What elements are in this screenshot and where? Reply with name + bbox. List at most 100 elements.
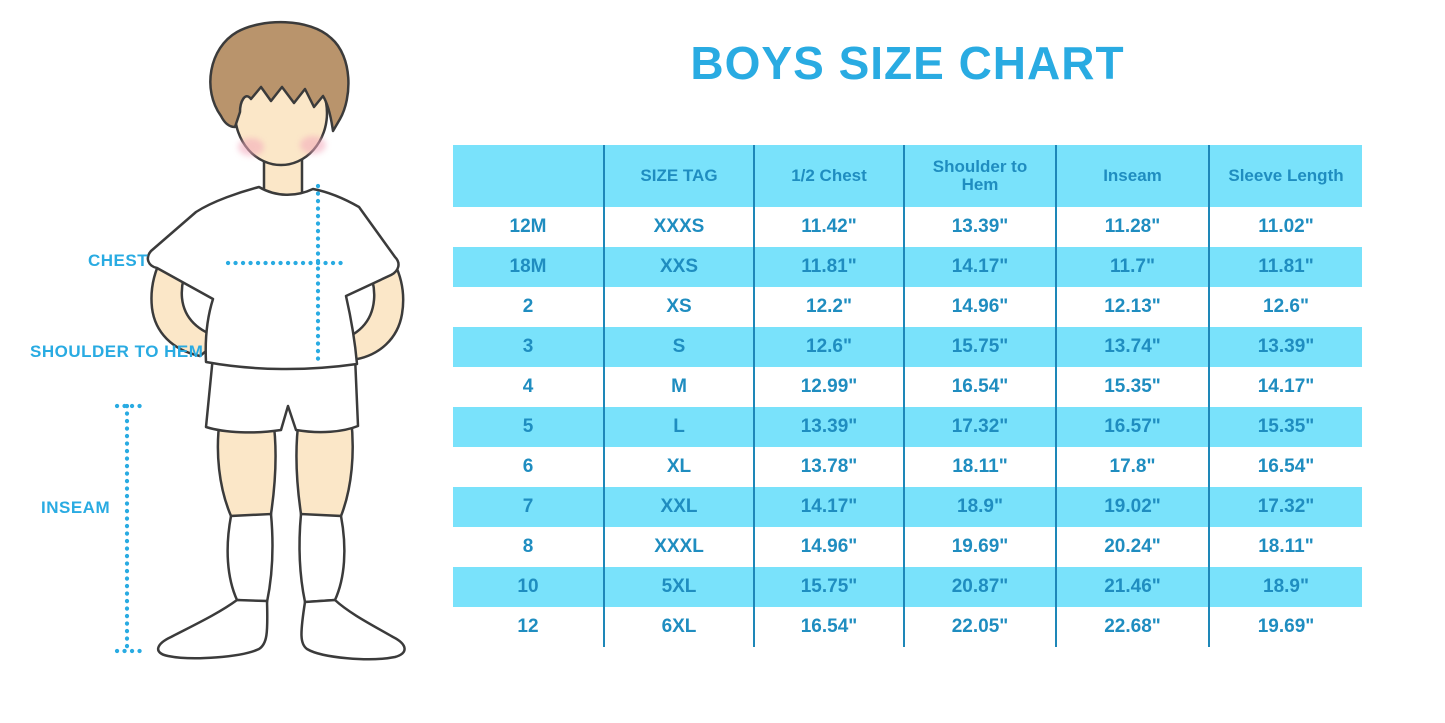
table-cell: XXXL	[603, 527, 753, 567]
table-cell: 12.99"	[753, 367, 903, 407]
table-cell: 15.35"	[1208, 407, 1362, 447]
table-cell: 11.7"	[1055, 247, 1208, 287]
table-cell: 12	[517, 616, 539, 638]
table-cell: 20.24"	[1055, 527, 1208, 567]
header-cell-half-chest: 1/2 Chest	[753, 145, 903, 207]
table-cell: 11.81"	[753, 247, 903, 287]
table-cell: 14.96"	[753, 527, 903, 567]
table-row: 7 XXL 14.17" 18.9" 19.02" 17.32"	[453, 487, 1362, 527]
right-leg	[295, 416, 354, 522]
table-cell: 18.11"	[1208, 527, 1362, 567]
shirt	[146, 185, 400, 371]
page-title: BOYS SIZE CHART	[690, 37, 1125, 89]
header-cell-size-tag: SIZE TAG	[603, 145, 753, 207]
table-cell: XS	[603, 287, 753, 327]
table-cell: 5XL	[603, 567, 753, 607]
table-row: 6 XL 13.78" 18.11" 17.8" 16.54"	[453, 447, 1362, 487]
table-cell: 14.17"	[753, 487, 903, 527]
table-cell: 20.87"	[903, 567, 1055, 607]
table-cell: 16.54"	[903, 367, 1055, 407]
table-cell: 12M	[509, 216, 547, 238]
inseam-label: INSEAM	[41, 498, 111, 517]
table-cell: 13.74"	[1055, 327, 1208, 367]
table-cell: 19.69"	[903, 527, 1055, 567]
table-cell: 19.69"	[1208, 607, 1362, 647]
table-cell: 17.8"	[1055, 447, 1208, 487]
table-cell: 22.68"	[1055, 607, 1208, 647]
table-cell: 12.6"	[1208, 287, 1362, 327]
right-cheek	[300, 136, 326, 154]
table-cell: L	[603, 407, 753, 447]
table-cell: 16.57"	[1055, 407, 1208, 447]
table-cell: 14.17"	[903, 247, 1055, 287]
boy-figure-svg	[114, 20, 406, 661]
table-cell: 11.02"	[1208, 207, 1362, 247]
size-table: SIZE TAG 1/2 Chest Shoulder to Hem Insea…	[453, 145, 1362, 647]
table-cell: 4	[522, 376, 534, 398]
table-cell: XXL	[603, 487, 753, 527]
table-cell: 14.17"	[1208, 367, 1362, 407]
table-cell: 22.05"	[903, 607, 1055, 647]
table-row: 5 L 13.39" 17.32" 16.57" 15.35"	[453, 407, 1362, 447]
table-cell: 10	[517, 576, 539, 598]
table-cell: 11.28"	[1055, 207, 1208, 247]
table-cell: 21.46"	[1055, 567, 1208, 607]
table-cell: 18.11"	[903, 447, 1055, 487]
size-table-body: 12M XXXS 11.42" 13.39" 11.28" 11.02" 18M XXS 11.…	[453, 207, 1362, 647]
table-cell: 11.42"	[753, 207, 903, 247]
shorts	[204, 354, 360, 434]
table-cell: M	[603, 367, 753, 407]
table-cell: 13.39"	[903, 207, 1055, 247]
table-row: 12M XXXS 11.42" 13.39" 11.28" 11.02"	[453, 207, 1362, 247]
hair	[209, 20, 350, 133]
table-cell: 18.9"	[1208, 567, 1362, 607]
table-cell: 13.39"	[1208, 327, 1362, 367]
left-foot	[157, 598, 269, 660]
table-cell: 14.96"	[903, 287, 1055, 327]
table-cell: XL	[603, 447, 753, 487]
table-cell: 19.02"	[1055, 487, 1208, 527]
table-cell: 16.54"	[753, 607, 903, 647]
table-header-row: SIZE TAG 1/2 Chest Shoulder to Hem Insea…	[453, 145, 1362, 207]
table-cell: XXXS	[603, 207, 753, 247]
header-cell-shoulder-to-hem: Shoulder to Hem	[903, 145, 1055, 207]
table-cell: 13.39"	[753, 407, 903, 447]
table-cell: 12.13"	[1055, 287, 1208, 327]
table-row: 10 5XL 15.75" 20.87" 21.46" 18.9"	[453, 567, 1362, 607]
table-cell: 6XL	[603, 607, 753, 647]
table-cell: 7	[522, 496, 534, 518]
table-cell: 8	[522, 536, 534, 558]
table-cell: 2	[522, 296, 534, 318]
table-row: 3 S 12.6" 15.75" 13.74" 13.39"	[453, 327, 1362, 367]
header-cell-blank	[453, 145, 603, 207]
table-cell: 15.35"	[1055, 367, 1208, 407]
table-cell: 5	[522, 416, 534, 438]
right-sock	[298, 512, 346, 604]
chest-label: CHEST	[88, 251, 149, 270]
table-row: 12 6XL 16.54" 22.05" 22.68" 19.69"	[453, 607, 1362, 647]
table-cell: 12.6"	[753, 327, 903, 367]
table-cell: 17.32"	[903, 407, 1055, 447]
table-row: 18M XXS 11.81" 14.17" 11.7" 11.81"	[453, 247, 1362, 287]
table-cell: 6	[522, 456, 534, 478]
left-cheek	[238, 138, 264, 156]
right-foot	[300, 598, 406, 661]
header-cell-sleeve-length: Sleeve Length	[1208, 145, 1362, 207]
table-cell: S	[603, 327, 753, 367]
table-cell: 3	[522, 336, 534, 358]
table-row: 8 XXXL 14.96" 19.69" 20.24" 18.11"	[453, 527, 1362, 567]
table-cell: 17.32"	[1208, 487, 1362, 527]
boy-illustration: CHEST SHOULDER TO HEM INSEAM	[0, 0, 450, 723]
table-cell: XXS	[603, 247, 753, 287]
table-cell: 15.75"	[753, 567, 903, 607]
table-cell: 11.81"	[1208, 247, 1362, 287]
table-cell: 15.75"	[903, 327, 1055, 367]
shoulder-to-hem-label: SHOULDER TO HEM	[30, 342, 204, 361]
table-cell: 18.9"	[903, 487, 1055, 527]
table-row: 2 XS 12.2" 14.96" 12.13" 12.6"	[453, 287, 1362, 327]
table-row: 4 M 12.99" 16.54" 15.35" 14.17"	[453, 367, 1362, 407]
header-cell-inseam: Inseam	[1055, 145, 1208, 207]
table-cell: 18M	[509, 256, 547, 278]
left-sock	[226, 512, 274, 604]
